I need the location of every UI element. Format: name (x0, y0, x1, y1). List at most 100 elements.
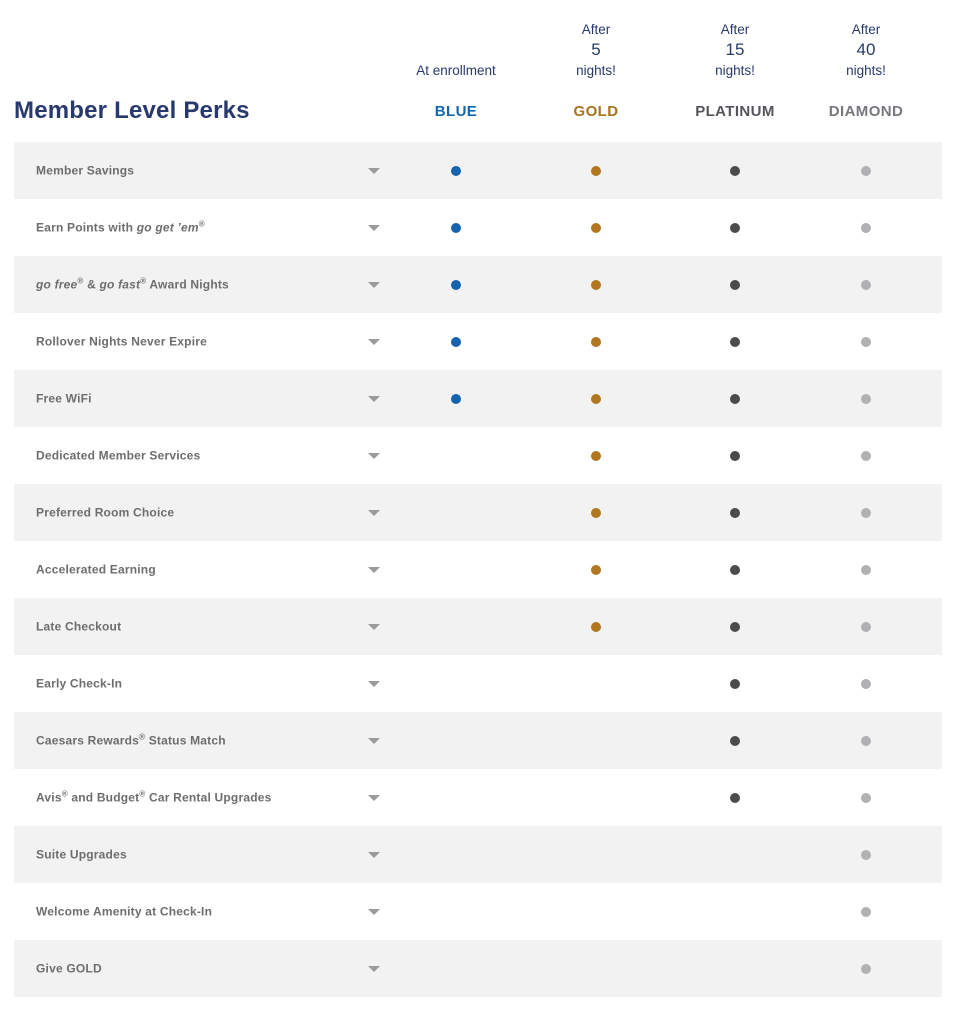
tier-dot-platinum (730, 165, 740, 176)
tier-dot-platinum (730, 222, 740, 233)
qualification-header-platinum: After 15 nights! (670, 14, 800, 80)
qualification-line: After (720, 22, 750, 37)
perk-row[interactable]: go free® & go fast® Award Nights (14, 256, 942, 313)
tier-dot-diamond (861, 165, 871, 176)
tier-dot-diamond (861, 621, 871, 632)
perk-row[interactable]: Free WiFi (14, 370, 942, 427)
tier-dot-platinum (730, 621, 740, 632)
chevron-down-icon[interactable] (368, 281, 380, 288)
perk-label: Suite Upgrades (36, 847, 127, 861)
tier-dot-platinum (730, 735, 740, 746)
tier-dot-platinum (730, 678, 740, 689)
perk-row[interactable]: Late Checkout (14, 598, 942, 655)
tier-dot-diamond (861, 279, 871, 290)
perk-label: Preferred Room Choice (36, 505, 175, 519)
chevron-down-icon[interactable] (368, 737, 380, 744)
tier-header-gold: GOLD (573, 103, 619, 120)
qualification-header-blue: At enrollment (391, 14, 521, 80)
perk-row[interactable]: Rollover Nights Never Expire (14, 313, 942, 370)
perk-row[interactable]: Dedicated Member Services (14, 427, 942, 484)
tier-dot-platinum (730, 564, 740, 575)
tier-dot-diamond (861, 792, 871, 803)
tier-dot-platinum (730, 393, 740, 404)
tier-dot-blue (451, 393, 461, 404)
tier-dot-blue (451, 279, 461, 290)
perk-label: go free® & go fast® Award Nights (36, 276, 229, 292)
tier-dot-diamond (861, 678, 871, 689)
perk-row[interactable]: Suite Upgrades (14, 826, 942, 883)
tier-dot-blue (451, 165, 461, 176)
perk-label: Welcome Amenity at Check-In (36, 904, 213, 918)
qualification-line: After (851, 22, 881, 37)
tier-dot-gold (591, 336, 601, 347)
perk-label: Give GOLD (36, 961, 102, 975)
qualification-header-diamond: After 40 nights! (801, 14, 931, 80)
perk-row[interactable]: Give GOLD (14, 940, 942, 997)
perk-label: Dedicated Member Services (36, 448, 201, 462)
perk-row[interactable]: Avis® and Budget® Car Rental Upgrades (14, 769, 942, 826)
tier-dot-platinum (730, 507, 740, 518)
chevron-down-icon[interactable] (368, 794, 380, 801)
chevron-down-icon[interactable] (368, 452, 380, 459)
tier-dot-gold (591, 393, 601, 404)
tier-dot-gold (591, 621, 601, 632)
tier-dot-diamond (861, 849, 871, 860)
chevron-down-icon[interactable] (368, 680, 380, 687)
perk-row[interactable]: Member Savings (14, 142, 942, 199)
chevron-down-icon[interactable] (368, 338, 380, 345)
tier-dot-blue (451, 222, 461, 233)
chevron-down-icon[interactable] (368, 167, 380, 174)
perk-label: Member Savings (36, 163, 135, 177)
tier-dot-gold (591, 507, 601, 518)
qualification-line: After (581, 22, 611, 37)
perk-row[interactable]: Caesars Rewards® Status Match (14, 712, 942, 769)
tier-dot-diamond (861, 336, 871, 347)
tier-dot-platinum (730, 792, 740, 803)
perk-row[interactable]: Earn Points with go get ’em® (14, 199, 942, 256)
qualification-line: 15 (725, 40, 745, 59)
qualification-line: nights! (846, 63, 886, 78)
tier-dot-gold (591, 450, 601, 461)
tier-dot-diamond (861, 735, 871, 746)
qualification-line: At enrollment (416, 63, 496, 78)
perk-row[interactable]: Preferred Room Choice (14, 484, 942, 541)
tier-dot-diamond (861, 564, 871, 575)
tier-header-diamond: DIAMOND (828, 103, 904, 120)
chevron-down-icon[interactable] (368, 395, 380, 402)
tier-dot-diamond (861, 507, 871, 518)
tier-dot-gold (591, 564, 601, 575)
tier-dot-diamond (861, 450, 871, 461)
perk-label: Free WiFi (36, 391, 92, 405)
chevron-down-icon[interactable] (368, 566, 380, 573)
tier-dot-platinum (730, 279, 740, 290)
chevron-down-icon[interactable] (368, 509, 380, 516)
tier-header-platinum: PLATINUM (695, 103, 775, 120)
qualification-line: 40 (856, 40, 876, 59)
chevron-down-icon[interactable] (368, 851, 380, 858)
chevron-down-icon[interactable] (368, 224, 380, 231)
chevron-down-icon[interactable] (368, 623, 380, 630)
qualification-line: 5 (591, 40, 601, 59)
perk-label: Rollover Nights Never Expire (36, 334, 207, 348)
tier-header-blue: BLUE (434, 103, 478, 120)
perk-row[interactable]: Welcome Amenity at Check-In (14, 883, 942, 940)
chevron-down-icon[interactable] (368, 965, 380, 972)
perk-row[interactable]: Early Check-In (14, 655, 942, 712)
perk-rows: Member Savings Earn Points with go get ’e… (14, 142, 942, 997)
perk-label: Avis® and Budget® Car Rental Upgrades (36, 789, 272, 805)
tier-dot-blue (451, 336, 461, 347)
tier-dot-diamond (861, 393, 871, 404)
tier-dot-gold (591, 165, 601, 176)
perk-row[interactable]: Accelerated Earning (14, 541, 942, 598)
tier-dot-gold (591, 279, 601, 290)
perk-label: Early Check-In (36, 676, 123, 690)
qualification-line: nights! (715, 63, 755, 78)
tier-dot-diamond (861, 906, 871, 917)
perk-label: Accelerated Earning (36, 562, 156, 576)
chevron-down-icon[interactable] (368, 908, 380, 915)
perk-label: Earn Points with go get ’em® (36, 219, 205, 235)
tier-dot-platinum (730, 336, 740, 347)
perk-label: Caesars Rewards® Status Match (36, 732, 226, 748)
qualification-line: nights! (576, 63, 616, 78)
